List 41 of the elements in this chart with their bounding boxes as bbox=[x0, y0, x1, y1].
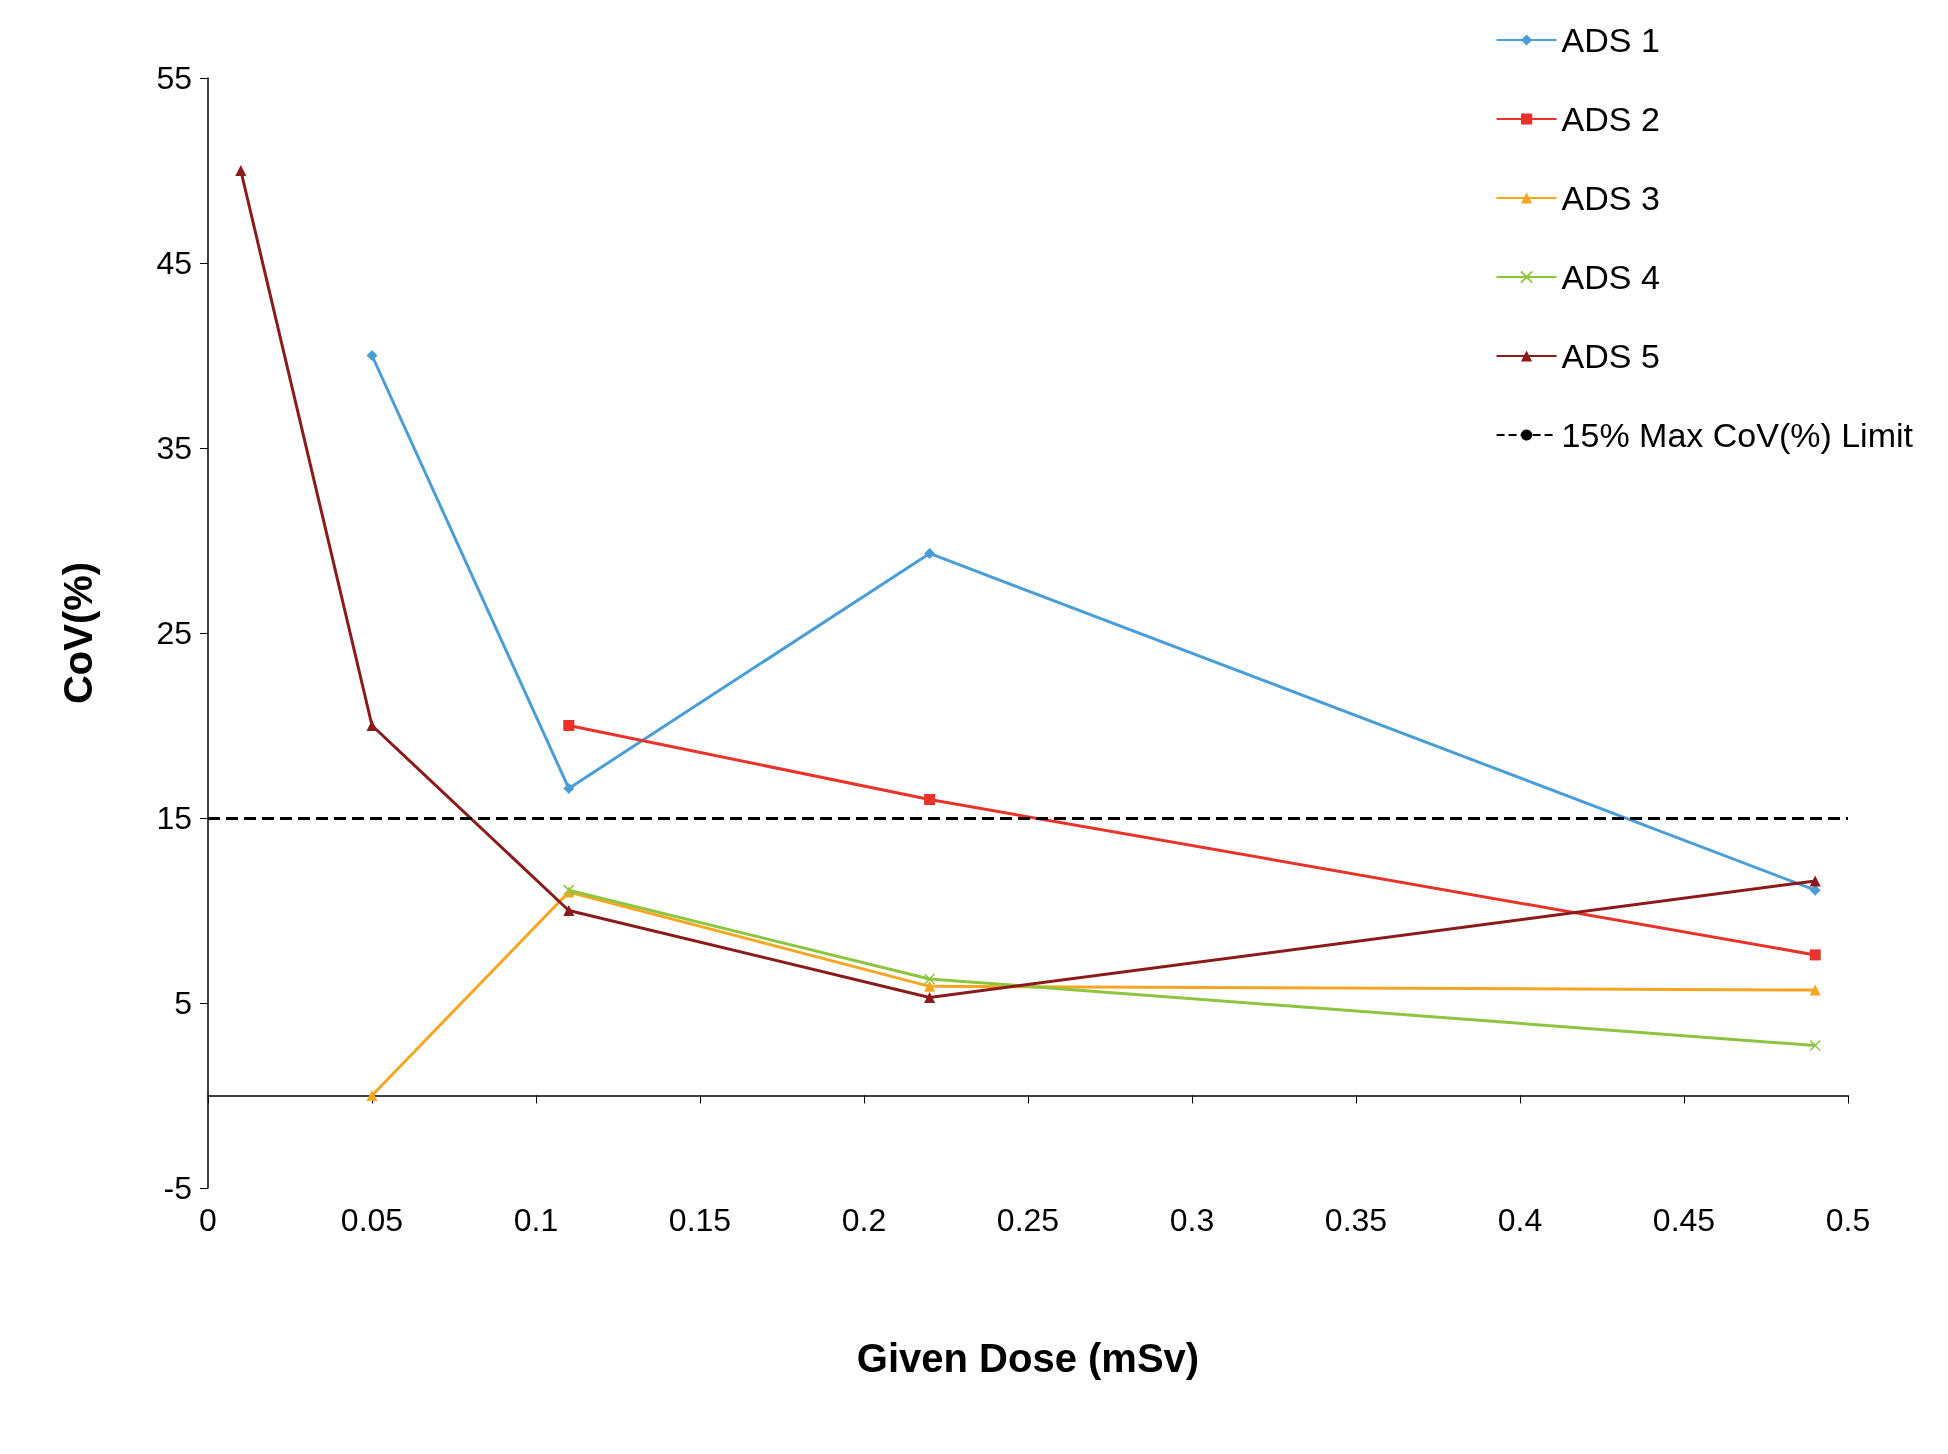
y-tick-label: 55 bbox=[156, 60, 192, 96]
point bbox=[1809, 984, 1821, 996]
legend-label: 15% Max CoV(%) Limit bbox=[1561, 416, 1914, 454]
point bbox=[924, 794, 936, 805]
x-tick-label: 0.5 bbox=[1825, 1202, 1871, 1238]
y-tick-label: 45 bbox=[156, 245, 192, 281]
point bbox=[366, 350, 378, 361]
x-axis-title: Given Dose (mSv) bbox=[856, 1336, 1200, 1380]
x-tick-label: 0.35 bbox=[1324, 1202, 1388, 1238]
point bbox=[563, 782, 575, 794]
x-tick-label: 0 bbox=[199, 1202, 217, 1238]
point bbox=[366, 1090, 378, 1101]
x-tick-label: 0.2 bbox=[841, 1202, 887, 1238]
point bbox=[1809, 949, 1821, 961]
point bbox=[1809, 1039, 1821, 1052]
y-axis-title: CoV(%) bbox=[56, 561, 100, 705]
y-tick-label: -5 bbox=[163, 1170, 192, 1206]
point bbox=[563, 905, 575, 916]
x-tick-label: 0.4 bbox=[1497, 1202, 1543, 1238]
x-tick-label: 0.45 bbox=[1652, 1202, 1716, 1238]
x-tick-label: 0.1 bbox=[513, 1202, 559, 1238]
point bbox=[924, 547, 936, 559]
legend-label: ADS 3 bbox=[1561, 179, 1660, 217]
point bbox=[924, 980, 936, 992]
x-tick-label: 0.25 bbox=[996, 1202, 1060, 1238]
legend-label: ADS 1 bbox=[1561, 21, 1660, 59]
y-tick-label: 35 bbox=[156, 430, 192, 466]
x-tick-label: 0.3 bbox=[1169, 1202, 1215, 1238]
y-tick-label: 25 bbox=[156, 615, 192, 651]
x-tick-label: 0.05 bbox=[340, 1202, 404, 1238]
x-tick-label: 0.15 bbox=[668, 1202, 732, 1238]
legend-label: ADS 4 bbox=[1561, 258, 1660, 296]
point bbox=[923, 973, 936, 985]
point bbox=[1809, 875, 1821, 887]
y-tick-label: 5 bbox=[174, 985, 192, 1021]
point bbox=[563, 720, 575, 731]
point bbox=[235, 165, 247, 176]
legend-label: ADS 5 bbox=[1561, 337, 1660, 375]
point bbox=[924, 991, 936, 1003]
legend-label: ADS 2 bbox=[1561, 100, 1660, 138]
y-tick-label: 15 bbox=[156, 800, 192, 836]
